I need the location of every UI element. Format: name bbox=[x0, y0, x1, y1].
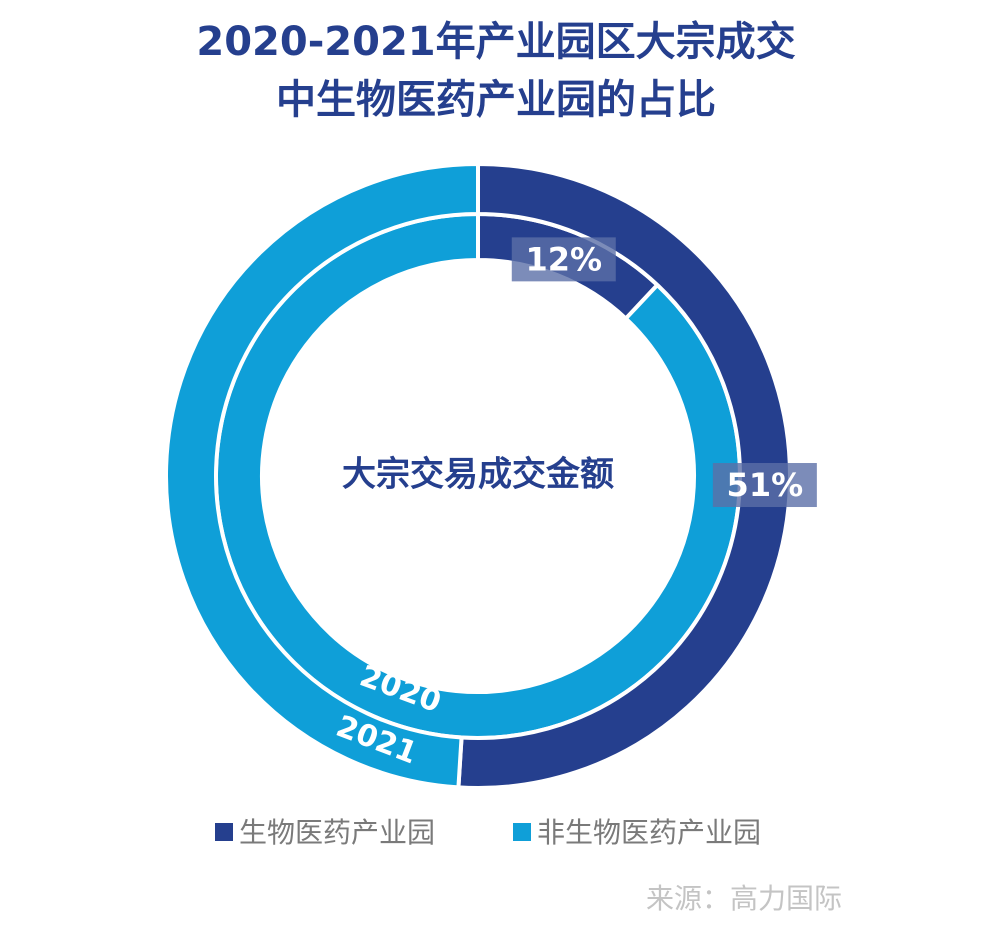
legend-swatch bbox=[513, 823, 531, 841]
source: 来源：高力国际 bbox=[646, 882, 842, 915]
chart-title: 中生物医药产业园的占比 bbox=[276, 77, 716, 123]
legend-label: 非生物医药产业园 bbox=[537, 816, 761, 849]
legend-swatch bbox=[215, 823, 233, 841]
label-box bbox=[511, 237, 616, 282]
legend-label: 生物医药产业园 bbox=[239, 816, 435, 849]
chart-title: 2020-2021年产业园区大宗成交 bbox=[196, 19, 795, 65]
donut-segment bbox=[164, 161, 480, 790]
center-label: 大宗交易成交金额 bbox=[342, 455, 614, 495]
donut-segment bbox=[456, 161, 792, 790]
label-box bbox=[712, 463, 817, 508]
data-label: 51% bbox=[727, 466, 804, 504]
data-label: 12% bbox=[525, 240, 602, 278]
